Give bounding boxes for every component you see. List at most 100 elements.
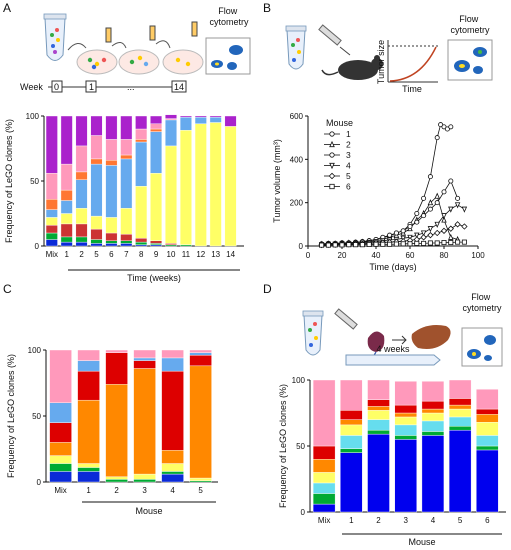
bar-segment xyxy=(60,236,73,243)
data-point xyxy=(339,242,345,248)
week-mark-0: 0 xyxy=(54,82,59,92)
y-tick-label: 0 xyxy=(301,508,306,517)
legend-label: 2 xyxy=(346,140,351,150)
data-point xyxy=(420,230,427,237)
x-axis-label: Time (days) xyxy=(369,262,416,272)
bar-segment xyxy=(421,412,445,422)
panel-letter-a: A xyxy=(3,1,11,15)
bar-segment xyxy=(45,115,58,174)
bar-segment xyxy=(45,232,58,240)
x-tick-label: 14 xyxy=(226,250,235,259)
week-mark-dots: ... xyxy=(127,82,135,92)
x-tick-label: 5 xyxy=(458,516,463,525)
x-tick-label: 5 xyxy=(94,250,99,259)
bar-segment xyxy=(189,349,212,353)
data-point xyxy=(434,240,440,246)
bar-segment xyxy=(150,172,163,241)
panel-d-schematic: 4 weeks Flow cytometry xyxy=(302,292,503,367)
x-tick-label: 100 xyxy=(471,251,485,260)
data-point xyxy=(366,241,372,247)
x-tick-label: Mix xyxy=(54,486,66,495)
flow-word2-a: cytometry xyxy=(209,17,249,27)
bar-segment xyxy=(105,349,128,353)
bar-segment xyxy=(133,360,156,369)
bar-segment xyxy=(161,473,184,483)
bar-segment xyxy=(161,463,184,472)
bar-segment xyxy=(135,141,148,187)
bar-segment xyxy=(120,243,133,247)
panel-letter-c: C xyxy=(3,282,12,296)
bar-segment xyxy=(105,243,118,247)
flow-word2-b: cytometry xyxy=(450,25,490,35)
data-point xyxy=(441,189,447,195)
data-point xyxy=(461,223,468,230)
bar-segment xyxy=(209,122,222,247)
bar-segment xyxy=(161,471,184,475)
x-tick-label: 3 xyxy=(403,516,408,525)
bar-segment xyxy=(120,154,133,160)
series-line xyxy=(321,124,452,245)
bar-segment xyxy=(105,115,118,140)
flow-word2-d: cytometry xyxy=(462,303,502,313)
panel-b-schematic: Tumor size Time Flow cytometry xyxy=(285,14,493,94)
x-tick-label: 10 xyxy=(167,250,176,259)
x-tick-label: Mix xyxy=(46,250,58,259)
bar-segment xyxy=(312,482,336,494)
bar-segment xyxy=(60,241,73,247)
bar-segment xyxy=(49,442,72,456)
data-point xyxy=(328,172,336,180)
bar-segment xyxy=(135,185,148,239)
bar-segment xyxy=(394,424,417,436)
data-point xyxy=(414,232,420,239)
inset-ylabel: Tumor size xyxy=(376,40,386,84)
bar-segment xyxy=(60,115,73,165)
cell-tube-icon-d xyxy=(302,310,324,356)
bar-segment xyxy=(150,128,163,132)
data-point xyxy=(440,227,448,234)
x-tick-label: 5 xyxy=(198,486,203,495)
bar-segment xyxy=(394,381,417,406)
bar-segment xyxy=(135,139,148,143)
data-point xyxy=(393,230,399,236)
y-tick-label: 0 xyxy=(35,242,40,251)
data-point xyxy=(380,241,386,247)
data-point xyxy=(420,234,427,241)
bar-segment xyxy=(105,476,128,480)
y-axis-label: Frequency of LeGO clones (%) xyxy=(6,354,16,478)
legend-label: 1 xyxy=(346,129,351,139)
data-point xyxy=(448,124,454,130)
bar-segment xyxy=(421,431,445,436)
bar-segment xyxy=(476,449,499,513)
bar-segment xyxy=(189,352,212,356)
bar-segment xyxy=(476,408,499,415)
bar-segment xyxy=(421,435,445,513)
bar-segment xyxy=(45,239,58,247)
series-line xyxy=(321,204,465,246)
data-point xyxy=(455,195,461,201)
x-axis-label: Mouse xyxy=(135,506,162,516)
x-tick-label: 8 xyxy=(139,250,144,259)
data-point xyxy=(427,226,434,233)
week-marks: 0 1 ... 14 xyxy=(51,80,187,93)
bar-segment xyxy=(421,420,445,432)
bar-segment xyxy=(194,123,207,247)
flow-plot-icon-b xyxy=(447,39,493,81)
x-tick-label: 2 xyxy=(114,486,119,495)
x-tick-label: 3 xyxy=(142,486,147,495)
x-tick-label: 1 xyxy=(64,250,69,259)
bar-segment xyxy=(340,410,363,420)
bar-segment xyxy=(367,419,390,431)
data-point xyxy=(447,225,454,232)
bar-segment xyxy=(367,379,390,400)
bar-segment xyxy=(340,379,363,411)
bar-segment xyxy=(45,209,58,218)
y-tick-label: 50 xyxy=(296,442,305,451)
bar-segment xyxy=(189,355,212,367)
bar-segment xyxy=(75,145,88,173)
flow-label-b: Flow cytometry xyxy=(450,14,490,35)
data-point xyxy=(421,213,427,219)
y-tick-label: 50 xyxy=(32,412,41,421)
bar-segment xyxy=(367,433,390,513)
data-point xyxy=(427,232,434,239)
data-point xyxy=(393,241,399,247)
